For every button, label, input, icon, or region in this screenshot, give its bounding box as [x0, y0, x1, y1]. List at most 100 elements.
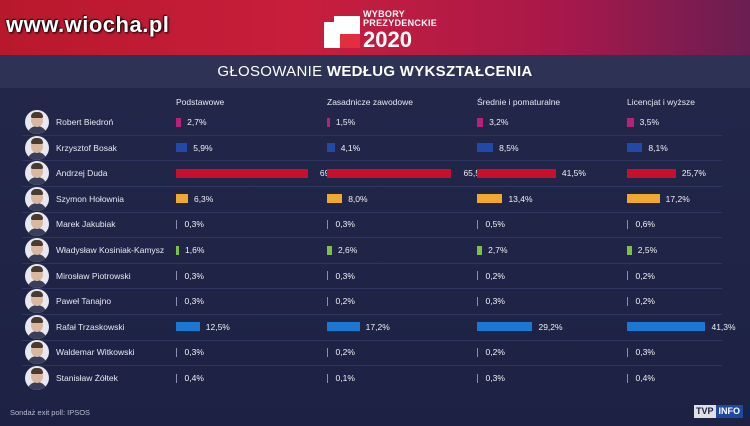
data-label: 25,7% — [681, 168, 706, 179]
data-label: 65,5% — [463, 168, 488, 179]
logo-year: 2020 — [363, 27, 412, 52]
data-label: 6,3% — [193, 193, 214, 204]
bar — [627, 271, 628, 281]
data-label: 0,2% — [335, 347, 355, 358]
data-label: 0,3% — [485, 296, 505, 307]
bar — [477, 322, 533, 332]
avatar-shoulders — [27, 228, 47, 237]
avatar-hair — [31, 240, 43, 246]
data-label: 12,5% — [205, 321, 230, 332]
data-label: 0,4% — [635, 373, 655, 383]
candidate-name: Robert Biedroń — [56, 117, 114, 127]
data-label: 8,5% — [499, 142, 519, 153]
data-label: 2,6% — [337, 245, 358, 255]
bar — [176, 322, 200, 332]
avatar-shoulders — [27, 330, 47, 339]
candidate-avatar — [25, 263, 49, 288]
bar — [627, 219, 628, 229]
data-label: 0,2% — [485, 270, 505, 281]
avatar-shoulders — [27, 177, 47, 186]
bar — [176, 347, 177, 357]
row-separator — [22, 314, 722, 315]
bar — [627, 347, 628, 357]
column-header-1: Podstawowe — [176, 97, 225, 107]
column-header-4: Licencjat i wyższe — [627, 97, 696, 107]
data-label: 13,4% — [508, 193, 533, 204]
data-label: 0,1% — [335, 373, 355, 383]
bar — [327, 296, 328, 306]
row-separator — [22, 237, 722, 239]
bar — [327, 245, 332, 255]
column-header-3: Średnie i pomaturalne — [477, 97, 561, 107]
avatar-shoulders — [27, 382, 47, 390]
broadcaster-logo: TVP INFO — [694, 405, 744, 418]
candidate-avatar — [25, 212, 49, 237]
logo-line2: PREZYDENCKIE — [363, 18, 438, 28]
avatar-hair — [31, 265, 43, 272]
data-label: 0,3% — [184, 219, 204, 230]
bar — [176, 168, 308, 178]
avatar-hair — [31, 163, 43, 170]
data-label: 41,5% — [561, 168, 586, 179]
bar — [627, 245, 632, 255]
bar — [327, 168, 452, 178]
candidate-avatar — [25, 289, 49, 314]
row-separator — [22, 211, 722, 213]
data-label: 0,3% — [335, 219, 355, 230]
candidate-avatar — [25, 314, 49, 339]
data-label: 0,2% — [335, 296, 355, 307]
bar — [327, 373, 328, 383]
avatar-shoulders — [27, 305, 47, 314]
candidate-avatar — [25, 366, 49, 390]
candidate-name: Mirosław Piotrowski — [56, 270, 131, 281]
avatar-shoulders — [27, 254, 47, 262]
data-label: 29,2% — [538, 321, 563, 332]
broadcaster-tv: TVP — [694, 405, 716, 418]
bar — [627, 296, 628, 306]
data-label: 2,7% — [488, 245, 508, 255]
row-separator — [22, 288, 722, 290]
avatar-hair — [31, 188, 43, 195]
bar — [176, 194, 188, 204]
avatar-hair — [31, 112, 43, 118]
page-title: GŁOSOWANIE WEDŁUG WYKSZTAŁCENIA — [217, 63, 532, 80]
data-label: 0,3% — [184, 270, 204, 281]
avatar-hair — [31, 214, 43, 221]
data-label: 3,2% — [489, 117, 509, 127]
bar — [477, 219, 478, 229]
bar — [627, 194, 660, 204]
bar — [627, 117, 634, 127]
column-header-2: Zasadnicze zawodowe — [327, 97, 413, 107]
bar — [477, 347, 478, 357]
data-label: 0,4% — [184, 373, 204, 383]
bar — [176, 143, 188, 153]
data-label: 4,1% — [340, 142, 361, 153]
data-label: 0,3% — [184, 296, 204, 307]
title-regular: GŁOSOWANIE — [217, 63, 327, 80]
data-label: 3,5% — [639, 117, 660, 127]
avatar-shoulders — [27, 202, 47, 211]
avatar-shoulders — [27, 356, 47, 365]
candidate-name: Stanisław Żółtek — [56, 373, 118, 383]
candidate-name: Szymon Hołownia — [56, 193, 125, 204]
bar — [477, 168, 556, 178]
data-label: 1,6% — [185, 245, 205, 255]
bar — [327, 117, 330, 127]
bar — [477, 271, 478, 281]
bar — [627, 143, 643, 153]
row-separator — [22, 262, 722, 264]
bar — [477, 373, 478, 383]
data-label: 8,1% — [648, 142, 668, 153]
chart-panel — [0, 88, 750, 426]
avatar-shoulders — [27, 279, 47, 288]
avatar-hair — [31, 368, 43, 374]
bar — [477, 117, 484, 127]
row-separator — [22, 160, 722, 162]
candidate-name: Marek Jakubiak — [56, 219, 116, 230]
election-logo-text: WYBORY PREZYDENCKIE 2020 — [363, 10, 437, 51]
bar — [477, 296, 478, 306]
avatar-shoulders — [27, 151, 47, 160]
title-bold: WEDŁUG WYKSZTAŁCENIA — [326, 63, 533, 80]
candidate-avatar — [25, 186, 49, 211]
data-label: 2,7% — [187, 117, 207, 127]
